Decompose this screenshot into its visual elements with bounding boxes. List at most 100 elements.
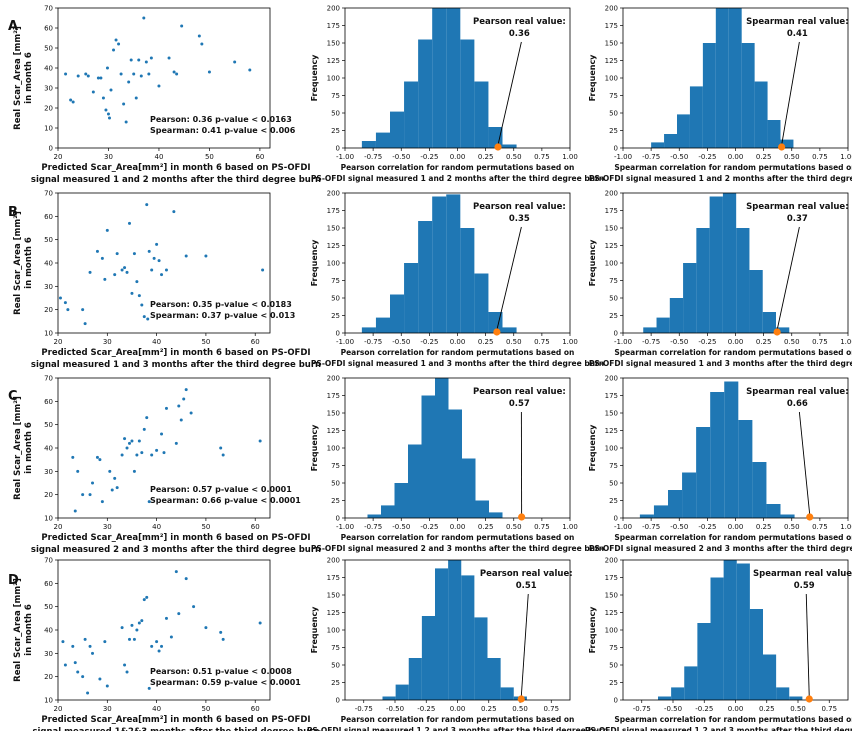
x-tick-label: 20 bbox=[54, 523, 63, 531]
scatter-point bbox=[145, 416, 149, 420]
scatter-point bbox=[73, 509, 77, 513]
spearman-histogram-bar bbox=[689, 86, 703, 148]
x-tick-label: 0.50 bbox=[784, 153, 800, 161]
x-tick-label: -0.25 bbox=[698, 153, 716, 161]
spearman-histogram-bar bbox=[696, 228, 710, 333]
y-tick-label: 60 bbox=[44, 25, 53, 33]
spearman-stats: Spearman: 0.59 p-value < 0.0001 bbox=[150, 678, 301, 687]
scatter-point bbox=[139, 74, 143, 78]
scatter-point bbox=[200, 42, 204, 46]
scatter-point bbox=[261, 268, 265, 272]
y-tick-label: 30 bbox=[44, 468, 53, 476]
y-tick-label: 150 bbox=[605, 225, 618, 233]
x-tick-label: 30 bbox=[104, 153, 113, 161]
spearman-histogram-bar bbox=[664, 134, 677, 148]
x-tick-label: -0.25 bbox=[417, 705, 435, 713]
spearman-histogram-bar bbox=[776, 327, 790, 333]
pearson-annotation-arrow bbox=[497, 41, 522, 146]
pearson-histogram-bar bbox=[460, 39, 475, 148]
x-tick-label: -0.75 bbox=[355, 705, 373, 713]
scatter-point bbox=[147, 686, 151, 690]
x-axis-label: Pearson correlation for random permutati… bbox=[341, 348, 575, 357]
scatter-point bbox=[137, 439, 141, 443]
x-axis-label: Spearman correlation for random permutat… bbox=[614, 533, 852, 542]
scatter-point bbox=[132, 252, 136, 256]
x-tick-label: -0.25 bbox=[420, 523, 438, 531]
pearson-stats: Pearson: 0.57 p-value < 0.0001 bbox=[150, 485, 292, 494]
pearson-real-value-label: Pearson real value: bbox=[473, 202, 566, 212]
pearson-real-value-label: Pearson real value: bbox=[473, 387, 566, 397]
pearson-real-value-marker bbox=[493, 328, 501, 336]
scatter-point bbox=[95, 455, 99, 459]
spearman-real-value: 0.37 bbox=[787, 214, 808, 224]
scatter-point bbox=[177, 612, 181, 616]
y-tick-label: 10 bbox=[44, 125, 53, 133]
x-tick-label: -0.25 bbox=[420, 338, 438, 346]
scatter-point bbox=[164, 616, 168, 620]
spearman-real-value-label: Spearman real value: bbox=[746, 202, 848, 212]
x-tick-label: -1.00 bbox=[614, 523, 632, 531]
x-axis-label: Pearson correlation for random permutati… bbox=[341, 715, 575, 724]
scatter-point bbox=[157, 649, 161, 653]
x-tick-label: 0.75 bbox=[812, 523, 828, 531]
scatter-point bbox=[91, 90, 95, 94]
scatter-point bbox=[122, 102, 126, 106]
scatter-point bbox=[204, 254, 208, 258]
spearman-histogram-bar bbox=[658, 696, 672, 700]
spearman-histogram-bar bbox=[697, 623, 711, 700]
x-axis-label: Spearman correlation for random permutat… bbox=[614, 715, 852, 724]
spearman-histogram-bar bbox=[738, 420, 753, 518]
scatter-point bbox=[108, 469, 112, 473]
scatter-point bbox=[71, 100, 75, 104]
y-tick-label: 200 bbox=[605, 375, 618, 383]
scatter-point bbox=[120, 453, 124, 457]
scatter-point bbox=[164, 406, 168, 410]
scatter-point bbox=[105, 228, 109, 232]
pearson-histogram-bar bbox=[474, 617, 488, 700]
scatter-point bbox=[58, 296, 62, 300]
scatter-point bbox=[135, 628, 139, 632]
pearson-histogram-bar bbox=[446, 194, 461, 333]
y-tick-label: 75 bbox=[331, 462, 340, 470]
y-tick-label: 200 bbox=[605, 190, 618, 198]
pearson-histogram-bar bbox=[462, 458, 476, 518]
scatter-point bbox=[142, 315, 146, 319]
y-tick-label: 50 bbox=[609, 110, 618, 118]
x-tick-label: -0.75 bbox=[642, 338, 660, 346]
spearman-stats: Spearman: 0.66 p-value < 0.0001 bbox=[150, 496, 301, 505]
spearman-histogram-bar bbox=[639, 514, 654, 518]
spearman-real-value-label: Spearman real value: bbox=[746, 17, 848, 27]
x-tick-label: 0.50 bbox=[506, 153, 522, 161]
y-tick-label: 175 bbox=[605, 22, 618, 30]
scatter-point bbox=[99, 76, 103, 80]
scatter-point bbox=[175, 72, 179, 76]
spearman-real-value-marker bbox=[806, 513, 814, 521]
pearson-histogram-bar bbox=[390, 111, 405, 148]
x-tick-label: -0.50 bbox=[392, 338, 410, 346]
spearman-histogram-bar bbox=[723, 560, 737, 700]
y-tick-label: 150 bbox=[327, 40, 340, 48]
y-tick-label: 40 bbox=[44, 65, 53, 73]
pearson-histogram-bar bbox=[474, 273, 489, 333]
y-tick-label: 150 bbox=[327, 225, 340, 233]
pearson-histogram-bar bbox=[461, 575, 475, 700]
scatter-point bbox=[64, 72, 68, 76]
y-tick-label: 100 bbox=[327, 75, 340, 83]
scatter-point bbox=[134, 96, 138, 100]
pearson-histogram-bar bbox=[418, 39, 433, 148]
spearman-histogram-bar bbox=[780, 514, 795, 518]
x-tick-label: 1.00 bbox=[840, 338, 852, 346]
x-tick-label: 0.25 bbox=[478, 523, 494, 531]
x-tick-label: -0.25 bbox=[695, 705, 713, 713]
scatter-point bbox=[169, 635, 173, 639]
scatter-point bbox=[180, 24, 184, 28]
y-tick-label: 150 bbox=[605, 410, 618, 418]
scatter-point bbox=[130, 291, 134, 295]
spearman-histogram-bar bbox=[668, 490, 683, 518]
y-tick-label: 50 bbox=[44, 45, 53, 53]
pearson-histogram-bar bbox=[435, 378, 449, 518]
y-axis-label: in month 6 bbox=[24, 604, 34, 656]
scatter-point bbox=[150, 268, 154, 272]
y-tick-label: 50 bbox=[44, 603, 53, 611]
spearman-histogram-bar bbox=[682, 472, 697, 518]
